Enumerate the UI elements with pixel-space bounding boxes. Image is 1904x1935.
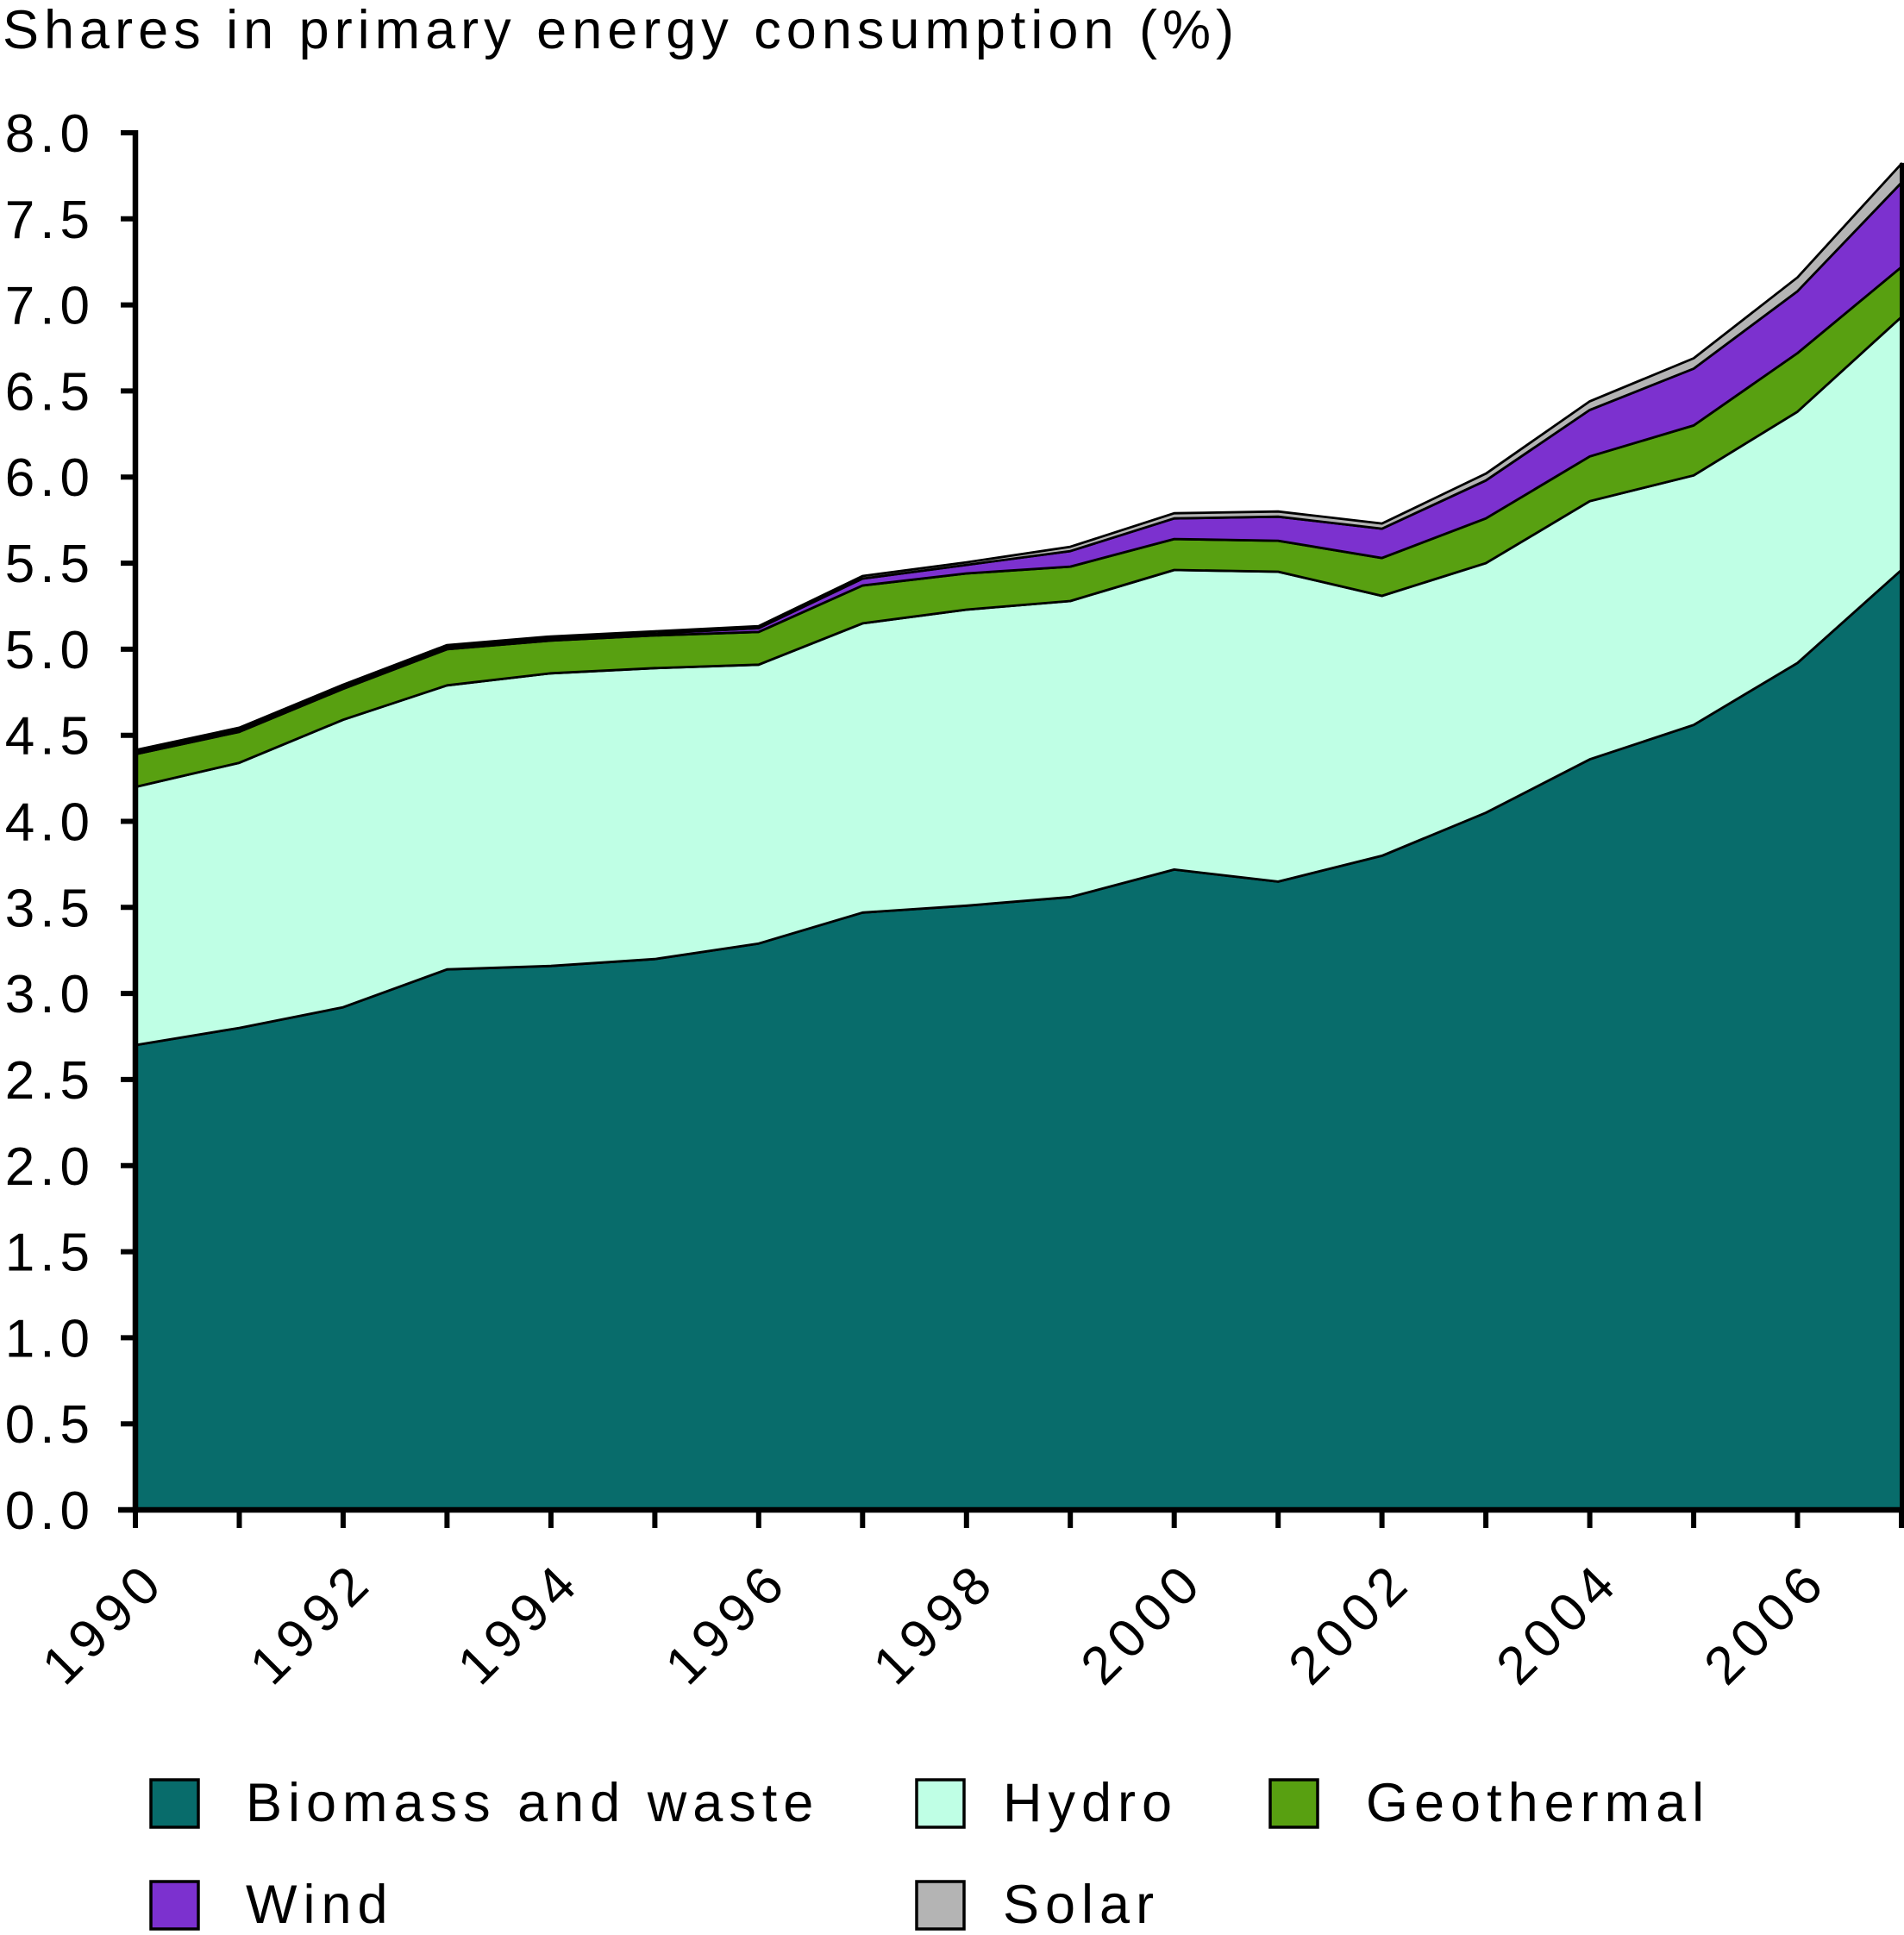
svg-text:Hydro: Hydro [1003,1773,1178,1833]
svg-text:0.5: 0.5 [5,1395,95,1455]
svg-text:4.5: 4.5 [5,707,95,767]
svg-text:7.5: 7.5 [5,191,95,250]
svg-text:Biomass and waste: Biomass and waste [246,1773,819,1833]
svg-text:6.0: 6.0 [5,448,95,508]
svg-text:Wind: Wind [246,1875,394,1935]
svg-text:1.5: 1.5 [5,1224,95,1283]
svg-text:7.0: 7.0 [5,277,95,336]
svg-text:1.0: 1.0 [5,1309,95,1368]
svg-text:2.5: 2.5 [5,1051,95,1111]
svg-text:Solar: Solar [1003,1875,1160,1935]
svg-text:2.0: 2.0 [5,1137,95,1197]
svg-text:4.0: 4.0 [5,793,95,853]
svg-text:0.0: 0.0 [5,1481,95,1541]
svg-text:3.0: 3.0 [5,965,95,1024]
svg-text:5.5: 5.5 [5,535,95,594]
svg-text:8.0: 8.0 [5,104,95,164]
svg-text:Shares in primary energy consu: Shares in primary energy consumption (%) [3,0,1239,60]
svg-text:3.5: 3.5 [5,879,95,938]
svg-text:6.5: 6.5 [5,362,95,422]
svg-text:Geothermal: Geothermal [1366,1773,1710,1833]
svg-text:5.0: 5.0 [5,621,95,680]
